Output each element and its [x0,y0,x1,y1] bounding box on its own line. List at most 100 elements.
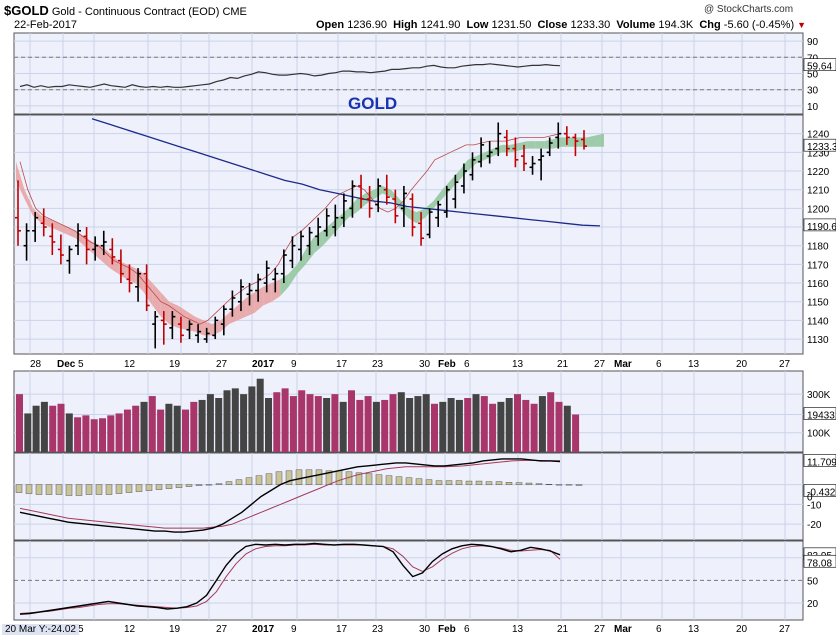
volume-bar [530,403,538,452]
volume-bar [381,399,389,452]
volume-label: Volume [616,19,656,31]
volume-bar [165,403,173,452]
price-axis-label: 1200 [807,204,830,215]
cloud-segment [433,189,443,209]
macd-axis-label-box [803,454,836,467]
volume-bar [497,401,505,452]
x-tick-label-bottom: 23 [372,624,384,635]
volume-bar [422,394,430,452]
macd-axis-label: -20 [807,520,822,531]
volume-bar [240,394,248,452]
volume-bar [572,414,580,452]
volume-bar [123,409,131,452]
macd-histogram-bar [135,484,143,492]
cloud-top-line [19,133,561,325]
symbol-label: $GOLD [4,3,49,18]
x-tick-label: 30 [419,359,431,370]
volume-bar [256,378,264,452]
volume-bar [406,398,414,452]
volume-bar [439,401,447,452]
stoch-axis-label: 78.08 [807,558,832,569]
cloud-segment [501,144,511,153]
macd-histogram-bar [545,483,553,485]
macd-axis-label: 0 [807,493,813,504]
price-axis-label: 1170 [807,260,829,271]
x-tick-label-bottom: 19 [169,624,181,635]
volume-bar [206,394,214,452]
volume-bar [57,403,65,452]
macd-histogram-bar [335,470,343,485]
ma-value-label: 1190.61 [807,222,836,233]
macd-histogram-bar [565,484,573,486]
volume-bar [547,392,555,452]
volume-bar [65,413,73,452]
volume-bar [505,398,513,452]
x-tick-label-bottom: 13 [688,624,700,635]
x-tick-label: 6 [464,359,470,370]
volume-bar [82,415,90,452]
macd-signal-line [19,459,560,529]
low-label: Low [466,19,489,31]
low-value: 1231.50 [491,19,532,31]
volume-bar [215,398,223,452]
volume-value: 194.3K [658,19,694,31]
rsi-axis-label: 50 [807,70,819,81]
volume-bar [464,398,472,452]
macd-histogram-bar [475,480,483,485]
x-tick-label-bottom: 9 [291,624,297,635]
macd-histogram-bar [445,480,453,485]
date-label: 22-Feb-2017 [14,19,77,31]
cloud-segment [169,301,178,328]
stoch-d-line [19,543,561,614]
macd-histogram-bar [35,484,43,495]
macd-panel-frame [13,452,804,541]
bottom-status: 20 Mar Y:-24.02 [2,624,79,635]
volume-bar [99,418,106,452]
volume-bar [431,403,438,452]
x-tick-label-bottom: 12 [124,624,136,635]
macd-histogram-bar [355,472,363,485]
x-tick-label: 13 [512,359,524,370]
volume-bar [414,396,422,452]
macd-histogram-bar [115,484,123,494]
x-tick-label: 17 [336,359,348,370]
cloud-segment [552,137,562,149]
volume-bar [148,396,156,452]
macd-histogram-bar [75,484,83,496]
macd-histogram-bar [485,481,493,485]
macd-histogram-bar [195,484,203,486]
volume-bar [356,399,364,452]
macd-histogram-bar [45,484,53,495]
cloud-segment [152,283,161,317]
moving-average-line [91,118,601,227]
cloud-segment [220,312,230,332]
x-tick-label-bottom: 27 [594,624,606,635]
x-tick-label-bottom: 20 [736,624,748,635]
macd-histogram-bar [275,471,283,485]
volume-bar [514,394,521,452]
volume-bar [173,405,181,452]
macd-histogram-bar [365,473,373,485]
rsi-axis-label-box [803,58,836,71]
macd-histogram-bar [155,484,163,490]
macd-histogram-bar [375,474,383,485]
cloud-segment [561,137,570,147]
volume-bar [49,405,57,452]
volume-bar [107,415,115,452]
ma-value-label-box [803,218,836,232]
open-value: 1236.90 [347,19,387,31]
volume-bar [314,396,322,452]
macd-histogram-bar [555,484,563,486]
x-tick-label: 12 [124,359,136,370]
chg-value: -5.60 (-0.45%) [723,19,795,31]
volume-bar [522,399,530,452]
rsi-axis-label: 90 [807,37,819,48]
x-tick-label-bottom: 27 [779,624,791,635]
volume-axis-label-box [803,407,836,420]
volume-bar [472,394,480,452]
price-axis-label: 1150 [807,298,829,309]
volume-bar [115,413,123,452]
chart-title: GOLD [348,94,397,113]
x-tick-label-bottom: 5 [78,624,84,635]
